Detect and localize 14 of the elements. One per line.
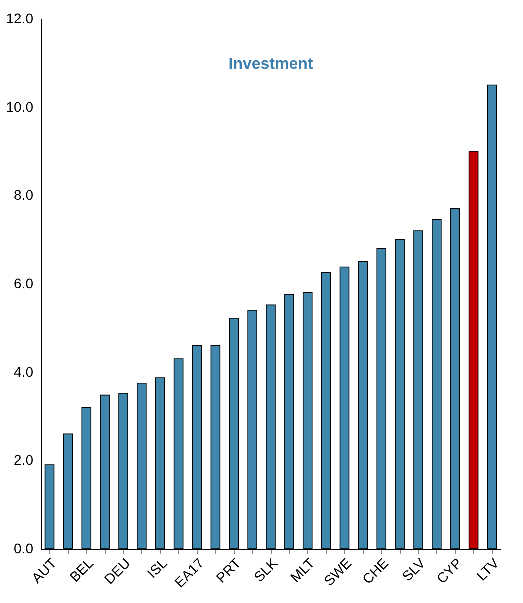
x-tick-label: BEL <box>66 554 97 586</box>
y-tick-label: 0.0 <box>14 540 34 556</box>
y-tick-label: 10.0 <box>6 98 34 115</box>
x-tick-label: SLK <box>250 554 282 586</box>
x-tick-label: LTV <box>473 554 503 584</box>
x-tick-label: ISL <box>144 554 170 582</box>
y-tick-label: 4.0 <box>14 364 34 380</box>
x-tick-label: SLV <box>399 554 429 584</box>
x-tick-label: CYP <box>434 555 466 587</box>
y-tick-label: 2.0 <box>14 452 34 468</box>
text: Investment <box>228 56 314 73</box>
y-tick-label: 8.0 <box>14 187 34 204</box>
y-tick-label: 12.0 <box>6 10 34 26</box>
y-tick-label: 6.0 <box>14 276 34 292</box>
